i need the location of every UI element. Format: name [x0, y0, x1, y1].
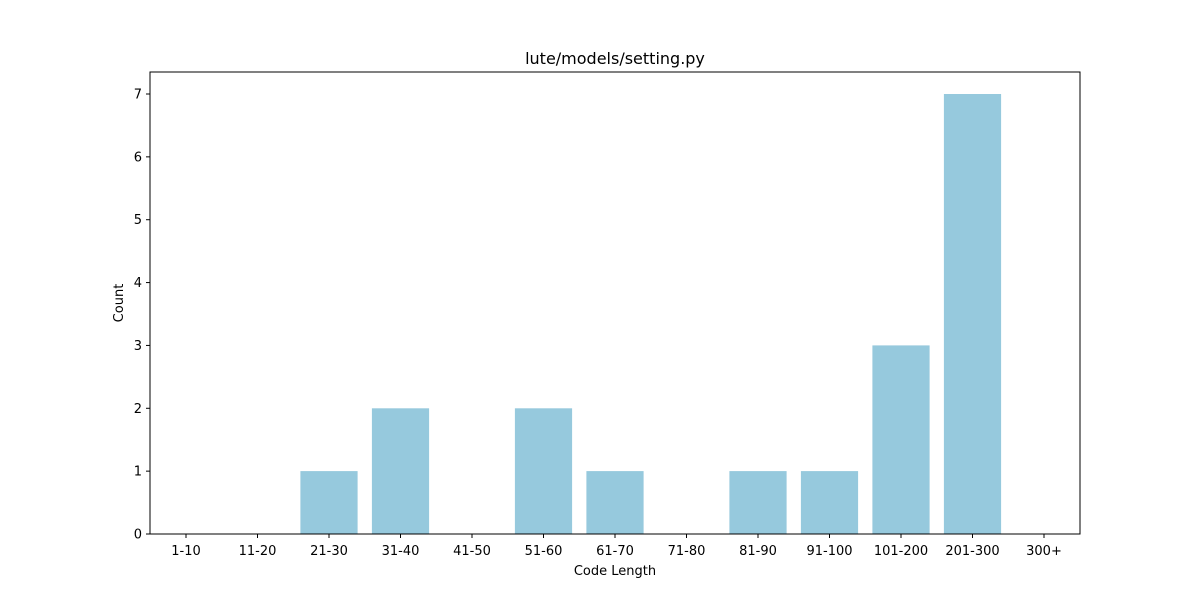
y-tick-label: 2	[134, 402, 142, 417]
bar-101-200	[872, 345, 930, 534]
x-tick-label: 91-100	[806, 544, 852, 559]
bar-61-70	[586, 471, 644, 534]
x-tick-label: 101-200	[874, 544, 928, 559]
x-tick-label: 300+	[1026, 544, 1062, 559]
x-tick-label: 81-90	[739, 544, 777, 559]
x-tick-label: 41-50	[453, 544, 491, 559]
x-axis-label: Code Length	[574, 564, 656, 579]
chart-title: lute/models/setting.py	[525, 49, 705, 68]
x-tick-label: 11-20	[239, 544, 277, 559]
x-tick-label: 51-60	[525, 544, 563, 559]
y-tick-label: 5	[134, 213, 142, 228]
y-tick-label: 3	[134, 339, 142, 354]
x-tick-label: 61-70	[596, 544, 634, 559]
y-axis-label: Count	[112, 284, 127, 323]
bar-91-100	[800, 471, 859, 534]
bar-81-90	[729, 471, 787, 534]
x-tick-label: 71-80	[668, 544, 706, 559]
y-axis: 0 1 2 3 4 5 6 7	[134, 88, 150, 543]
x-tick-label: 21-30	[310, 544, 348, 559]
x-tick-label: 31-40	[382, 544, 420, 559]
bar-51-60	[514, 408, 573, 534]
plot-frame	[149, 71, 1081, 535]
x-tick-label: 201-300	[945, 544, 999, 559]
y-tick-label: 1	[134, 465, 142, 480]
y-tick-label: 0	[134, 528, 142, 543]
bar-21-30	[300, 471, 358, 534]
bar-31-40	[371, 408, 430, 534]
y-tick-label: 4	[134, 276, 142, 291]
y-tick-label: 7	[134, 88, 142, 103]
x-tick-label: 1-10	[171, 544, 201, 559]
plot-bars	[300, 94, 1002, 534]
y-tick-label: 6	[134, 150, 142, 165]
x-axis: 1-10 11-20 21-30 31-40 41-50 51-60 61-70 71-80 8…	[171, 534, 1062, 559]
bar-201-300	[943, 94, 1002, 534]
